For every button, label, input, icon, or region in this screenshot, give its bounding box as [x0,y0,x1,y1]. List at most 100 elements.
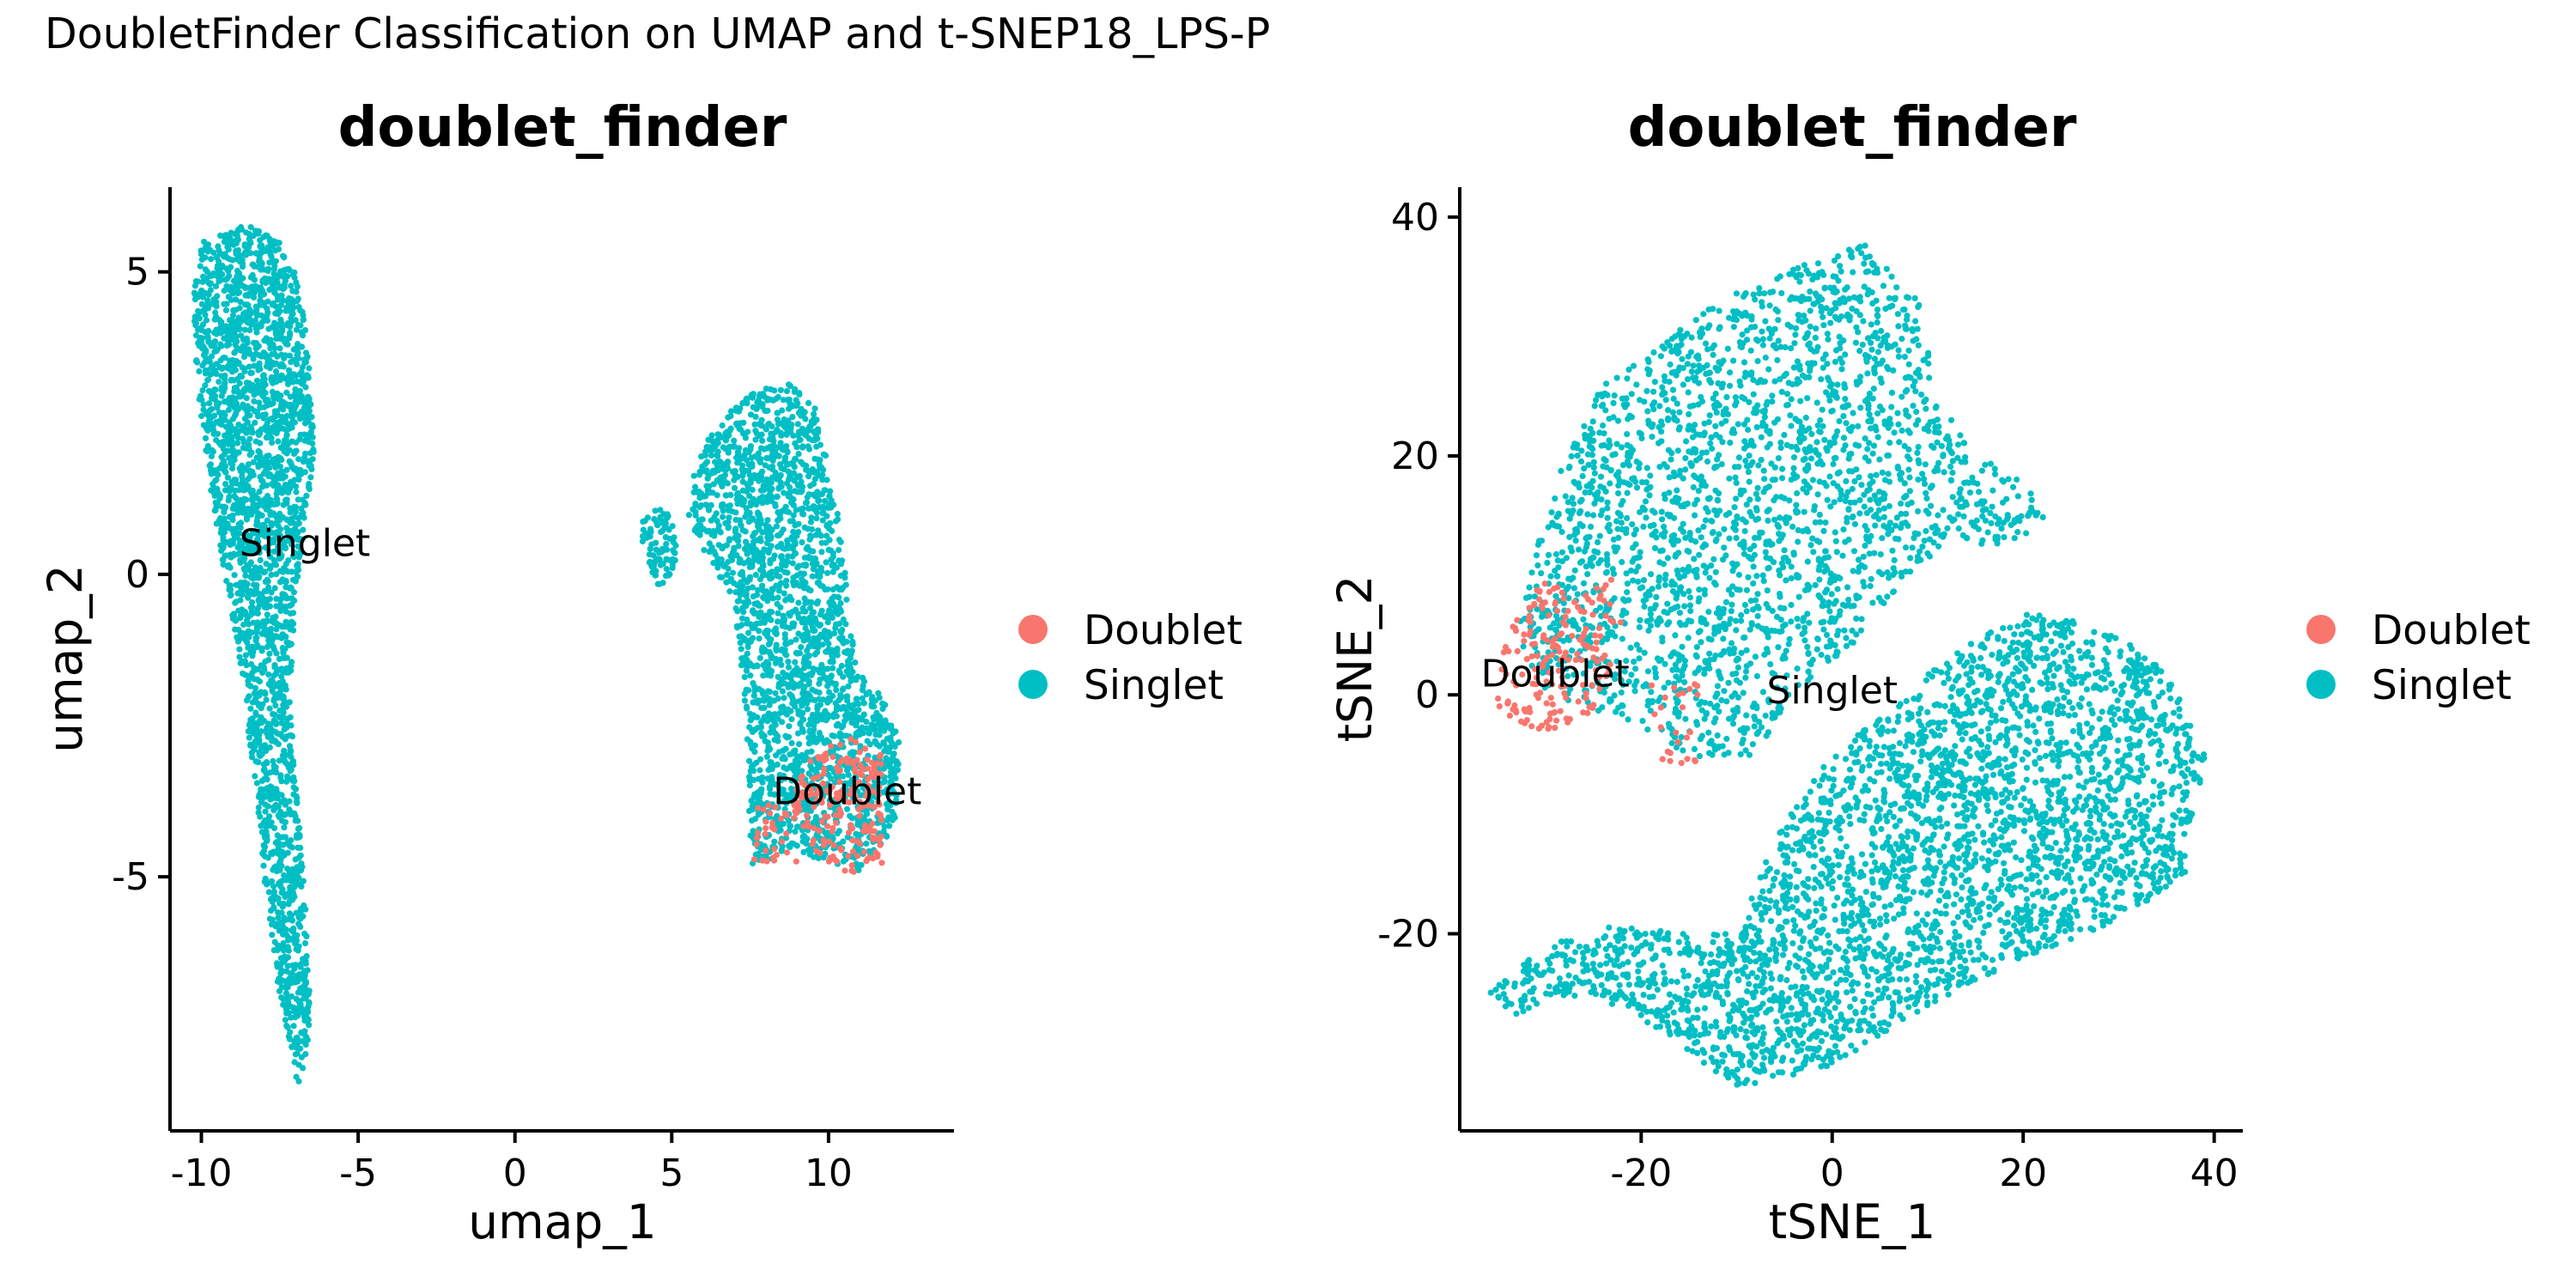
singlet-point [278,595,285,602]
singlet-point [788,739,795,747]
singlet-point [835,536,843,544]
singlet-point [828,547,835,554]
singlet-point [218,386,225,394]
singlet-point [805,399,812,406]
singlet-point [204,376,212,383]
singlet-point [271,939,278,945]
singlet-point [714,560,720,567]
singlet-point [809,686,816,693]
singlet-point [283,375,289,382]
singlet-point [883,744,890,751]
singlet-point [286,352,293,359]
singlet-point [301,1018,308,1024]
singlet-point [299,364,306,371]
singlet-point [868,721,875,728]
singlet-point [274,634,281,641]
singlet-point [706,488,713,495]
singlet-point [278,862,285,870]
singlet-point [808,621,815,628]
singlet-point [263,823,270,830]
singlet-point [842,581,849,588]
singlet-point [714,431,721,438]
singlet-point [792,757,799,764]
singlet-point [840,858,848,865]
singlet-point [823,477,830,483]
singlet-point [859,724,866,731]
singlet-point [245,672,252,679]
singlet-point [273,739,280,746]
singlet-point [286,304,294,311]
singlet-point [245,728,252,735]
singlet-point [298,961,305,968]
singlet-point [816,729,823,737]
singlet-point [249,261,256,268]
singlet-point [239,374,246,380]
singlet-point [810,665,817,672]
singlet-point [731,484,738,491]
singlet-point [278,798,285,805]
singlet-point [198,345,205,352]
singlet-point [698,453,705,460]
singlet-point [750,768,757,775]
singlet-point [768,653,775,659]
singlet-point [255,447,262,455]
singlet-point [854,673,861,680]
singlet-point [271,585,278,592]
singlet-point [282,473,289,480]
singlet-point [816,696,823,702]
singlet-point [241,365,248,372]
singlet-point [749,463,756,470]
singlet-point [817,532,824,539]
singlet-point [708,432,715,439]
singlet-point [272,464,279,471]
singlet-point [757,470,764,477]
singlet-point [205,279,212,286]
singlet-point [775,532,783,539]
singlet-point [719,545,726,552]
singlet-point [291,778,298,785]
singlet-point [772,428,779,435]
singlet-point [252,438,259,445]
singlet-point [853,696,860,702]
singlet-point [738,466,745,473]
singlet-point [778,553,785,560]
singlet-point [243,310,250,317]
singlet-point [720,444,727,451]
singlet-point [747,717,754,724]
singlet-point [274,411,281,418]
singlet-point [246,720,253,727]
singlet-point [846,714,853,721]
singlet-point [252,350,259,357]
singlet-point [216,439,222,447]
singlet-point [758,730,765,737]
singlet-point [276,345,283,352]
singlet-point [826,501,833,508]
singlet-point [253,570,260,577]
singlet-point [795,528,802,536]
singlet-point [811,410,817,417]
singlet-point [237,252,244,258]
singlet-point [709,447,716,453]
singlet-point [292,786,300,793]
singlet-point [234,290,241,297]
singlet-point [797,720,804,726]
singlet-point [799,570,807,578]
singlet-point [219,503,226,510]
singlet-point [288,748,295,755]
singlet-point [805,586,812,593]
singlet-point [778,661,785,669]
singlet-point [252,408,258,415]
singlet-point [769,724,776,731]
singlet-point [769,526,775,533]
singlet-point [257,813,264,820]
singlet-point [213,370,220,378]
singlet-point [226,434,233,440]
singlet-point [718,556,725,563]
singlet-point [816,680,823,687]
singlet-point [226,399,233,406]
singlet-point [780,820,787,828]
singlet-point [263,561,270,568]
singlet-point [256,399,263,406]
singlet-point [221,515,228,522]
singlet-point [786,460,793,467]
